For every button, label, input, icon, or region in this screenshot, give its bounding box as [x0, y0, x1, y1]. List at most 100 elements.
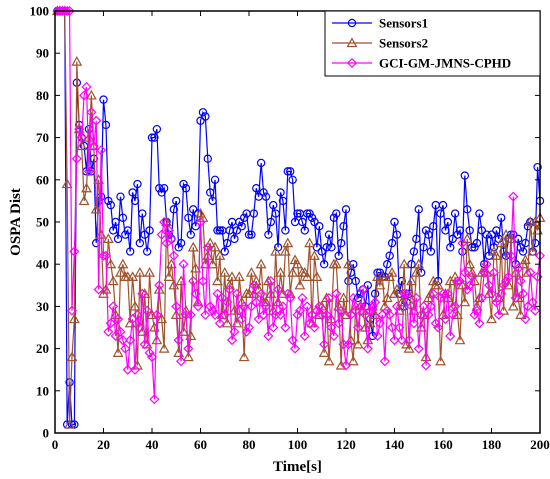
y-tick-label: 90	[36, 46, 49, 61]
data-point	[201, 112, 210, 121]
data-point	[323, 292, 335, 304]
data-point	[159, 216, 170, 228]
data-point	[156, 229, 167, 240]
data-point	[222, 297, 233, 308]
data-point	[205, 188, 215, 197]
data-point	[163, 225, 175, 236]
legend-entries: Sensors1 Sensors2 GCI-GM-JMNS-CPHD	[332, 16, 511, 71]
data-point	[287, 267, 299, 277]
data-point	[415, 321, 427, 332]
data-point	[404, 335, 415, 346]
data-point	[263, 330, 274, 341]
data-point	[430, 318, 441, 329]
data-point	[221, 317, 233, 328]
data-point	[522, 267, 534, 277]
data-point	[165, 258, 177, 269]
data-point	[403, 342, 415, 353]
data-point	[161, 216, 172, 227]
data-point	[442, 288, 453, 299]
data-point	[292, 258, 303, 269]
data-point	[429, 222, 438, 231]
data-point	[416, 309, 427, 320]
data-point	[146, 351, 158, 363]
x-axis-label: Time[s]	[273, 459, 322, 475]
data-point	[418, 301, 429, 312]
data-point	[235, 217, 244, 227]
data-point	[252, 184, 261, 193]
data-point	[137, 288, 148, 299]
data-point	[272, 296, 284, 307]
data-point	[190, 288, 201, 299]
data-point	[353, 322, 364, 333]
data-point	[374, 318, 385, 329]
data-point	[142, 247, 152, 256]
data-point	[151, 309, 162, 320]
data-point	[363, 281, 373, 290]
data-point	[122, 364, 133, 375]
data-point	[229, 304, 240, 315]
data-point	[398, 258, 410, 269]
data-point	[113, 234, 123, 244]
data-point	[98, 250, 109, 261]
data-point	[279, 245, 291, 256]
y-tick-label: 40	[36, 257, 49, 272]
data-point	[144, 347, 155, 358]
data-point	[503, 271, 514, 282]
data-point	[231, 288, 242, 299]
data-point	[238, 351, 250, 362]
data-point	[406, 275, 417, 286]
x-tick-label: 160	[433, 437, 453, 452]
data-point	[78, 195, 90, 206]
data-point	[452, 276, 463, 287]
data-point	[169, 205, 179, 214]
data-point	[318, 347, 330, 357]
data-point	[277, 301, 288, 312]
data-point	[168, 250, 179, 261]
data-point	[134, 322, 145, 333]
data-point	[64, 5, 75, 17]
data-point	[236, 314, 247, 325]
data-point	[76, 132, 87, 143]
y-tick-label: 80	[36, 88, 49, 103]
data-point	[401, 288, 412, 299]
data-point	[125, 247, 135, 256]
data-point	[248, 280, 259, 291]
data-point	[81, 81, 92, 93]
data-point	[319, 339, 330, 350]
data-point	[213, 226, 222, 235]
data-point	[134, 267, 146, 277]
y-tick-label: 20	[36, 341, 49, 356]
data-point	[268, 322, 279, 333]
data-point	[266, 217, 276, 227]
data-point	[463, 205, 472, 214]
series-layer	[52, 5, 546, 429]
data-point	[210, 309, 221, 320]
data-point	[135, 238, 145, 248]
data-point	[265, 276, 276, 287]
data-point	[387, 238, 397, 248]
data-point	[176, 238, 186, 248]
data-point	[226, 271, 238, 281]
data-point	[269, 200, 278, 210]
data-point	[174, 243, 183, 252]
legend-entry: Sensors2	[332, 36, 428, 51]
data-point	[340, 309, 352, 319]
data-point	[329, 213, 339, 222]
data-point	[195, 216, 206, 228]
data-point	[505, 250, 516, 261]
y-tick-label: 50	[36, 215, 49, 230]
data-point	[481, 259, 492, 270]
data-point	[179, 179, 188, 189]
data-point	[490, 250, 502, 260]
data-point	[414, 205, 423, 214]
data-point	[91, 115, 102, 126]
data-point	[487, 230, 496, 239]
data-point	[453, 230, 462, 239]
data-point	[224, 279, 236, 290]
data-point	[462, 284, 473, 295]
data-point	[123, 226, 132, 235]
data-point	[244, 230, 254, 239]
data-point	[525, 267, 536, 278]
data-point	[88, 140, 99, 152]
data-point	[209, 241, 221, 252]
